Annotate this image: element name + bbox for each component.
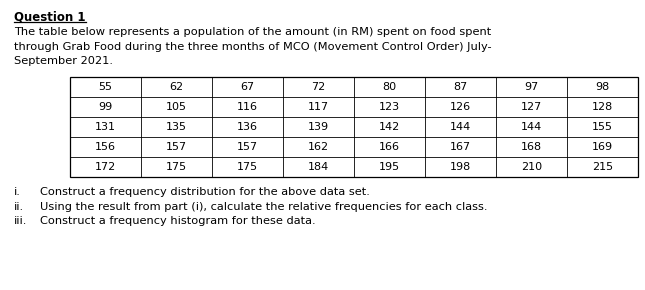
Text: 144: 144 bbox=[450, 122, 471, 132]
Text: 198: 198 bbox=[450, 162, 471, 172]
Text: The table below represents a population of the amount (in RM) spent on food spen: The table below represents a population … bbox=[14, 27, 491, 37]
Text: 215: 215 bbox=[592, 162, 613, 172]
Bar bbox=[70, 77, 638, 177]
Text: 162: 162 bbox=[308, 142, 329, 152]
Text: 195: 195 bbox=[379, 162, 400, 172]
Text: 105: 105 bbox=[166, 102, 187, 112]
Text: 117: 117 bbox=[308, 102, 329, 112]
Text: 156: 156 bbox=[95, 142, 116, 152]
Text: 139: 139 bbox=[308, 122, 329, 132]
Text: 97: 97 bbox=[524, 82, 539, 92]
Text: i.: i. bbox=[14, 187, 21, 197]
Text: 136: 136 bbox=[237, 122, 258, 132]
Text: 175: 175 bbox=[166, 162, 187, 172]
Text: 157: 157 bbox=[166, 142, 187, 152]
Text: 80: 80 bbox=[382, 82, 397, 92]
Text: 166: 166 bbox=[379, 142, 400, 152]
Text: September 2021.: September 2021. bbox=[14, 56, 113, 66]
Text: 131: 131 bbox=[95, 122, 116, 132]
Text: 98: 98 bbox=[595, 82, 610, 92]
Text: 135: 135 bbox=[166, 122, 187, 132]
Text: 172: 172 bbox=[95, 162, 116, 172]
Text: iii.: iii. bbox=[14, 216, 27, 226]
Text: through Grab Food during the three months of MCO (Movement Control Order) July-: through Grab Food during the three month… bbox=[14, 41, 491, 52]
Text: 157: 157 bbox=[237, 142, 258, 152]
Text: 99: 99 bbox=[99, 102, 113, 112]
Text: Using the result from part (i), calculate the relative frequencies for each clas: Using the result from part (i), calculat… bbox=[40, 202, 488, 211]
Text: Construct a frequency histogram for these data.: Construct a frequency histogram for thes… bbox=[40, 216, 315, 226]
Text: 168: 168 bbox=[521, 142, 542, 152]
Text: 210: 210 bbox=[521, 162, 542, 172]
Text: 175: 175 bbox=[237, 162, 258, 172]
Text: 116: 116 bbox=[237, 102, 258, 112]
Text: 155: 155 bbox=[592, 122, 613, 132]
Text: 67: 67 bbox=[241, 82, 255, 92]
Text: 127: 127 bbox=[521, 102, 542, 112]
Text: 72: 72 bbox=[312, 82, 326, 92]
Text: 126: 126 bbox=[450, 102, 471, 112]
Text: 62: 62 bbox=[170, 82, 184, 92]
Text: 184: 184 bbox=[308, 162, 329, 172]
Text: Construct a frequency distribution for the above data set.: Construct a frequency distribution for t… bbox=[40, 187, 370, 197]
Text: 169: 169 bbox=[592, 142, 613, 152]
Text: 142: 142 bbox=[379, 122, 400, 132]
Text: ii.: ii. bbox=[14, 202, 24, 211]
Text: 167: 167 bbox=[450, 142, 471, 152]
Text: Question 1: Question 1 bbox=[14, 10, 86, 23]
Text: 123: 123 bbox=[379, 102, 400, 112]
Text: 87: 87 bbox=[453, 82, 468, 92]
Text: 144: 144 bbox=[521, 122, 542, 132]
Text: 128: 128 bbox=[592, 102, 613, 112]
Text: 55: 55 bbox=[99, 82, 112, 92]
